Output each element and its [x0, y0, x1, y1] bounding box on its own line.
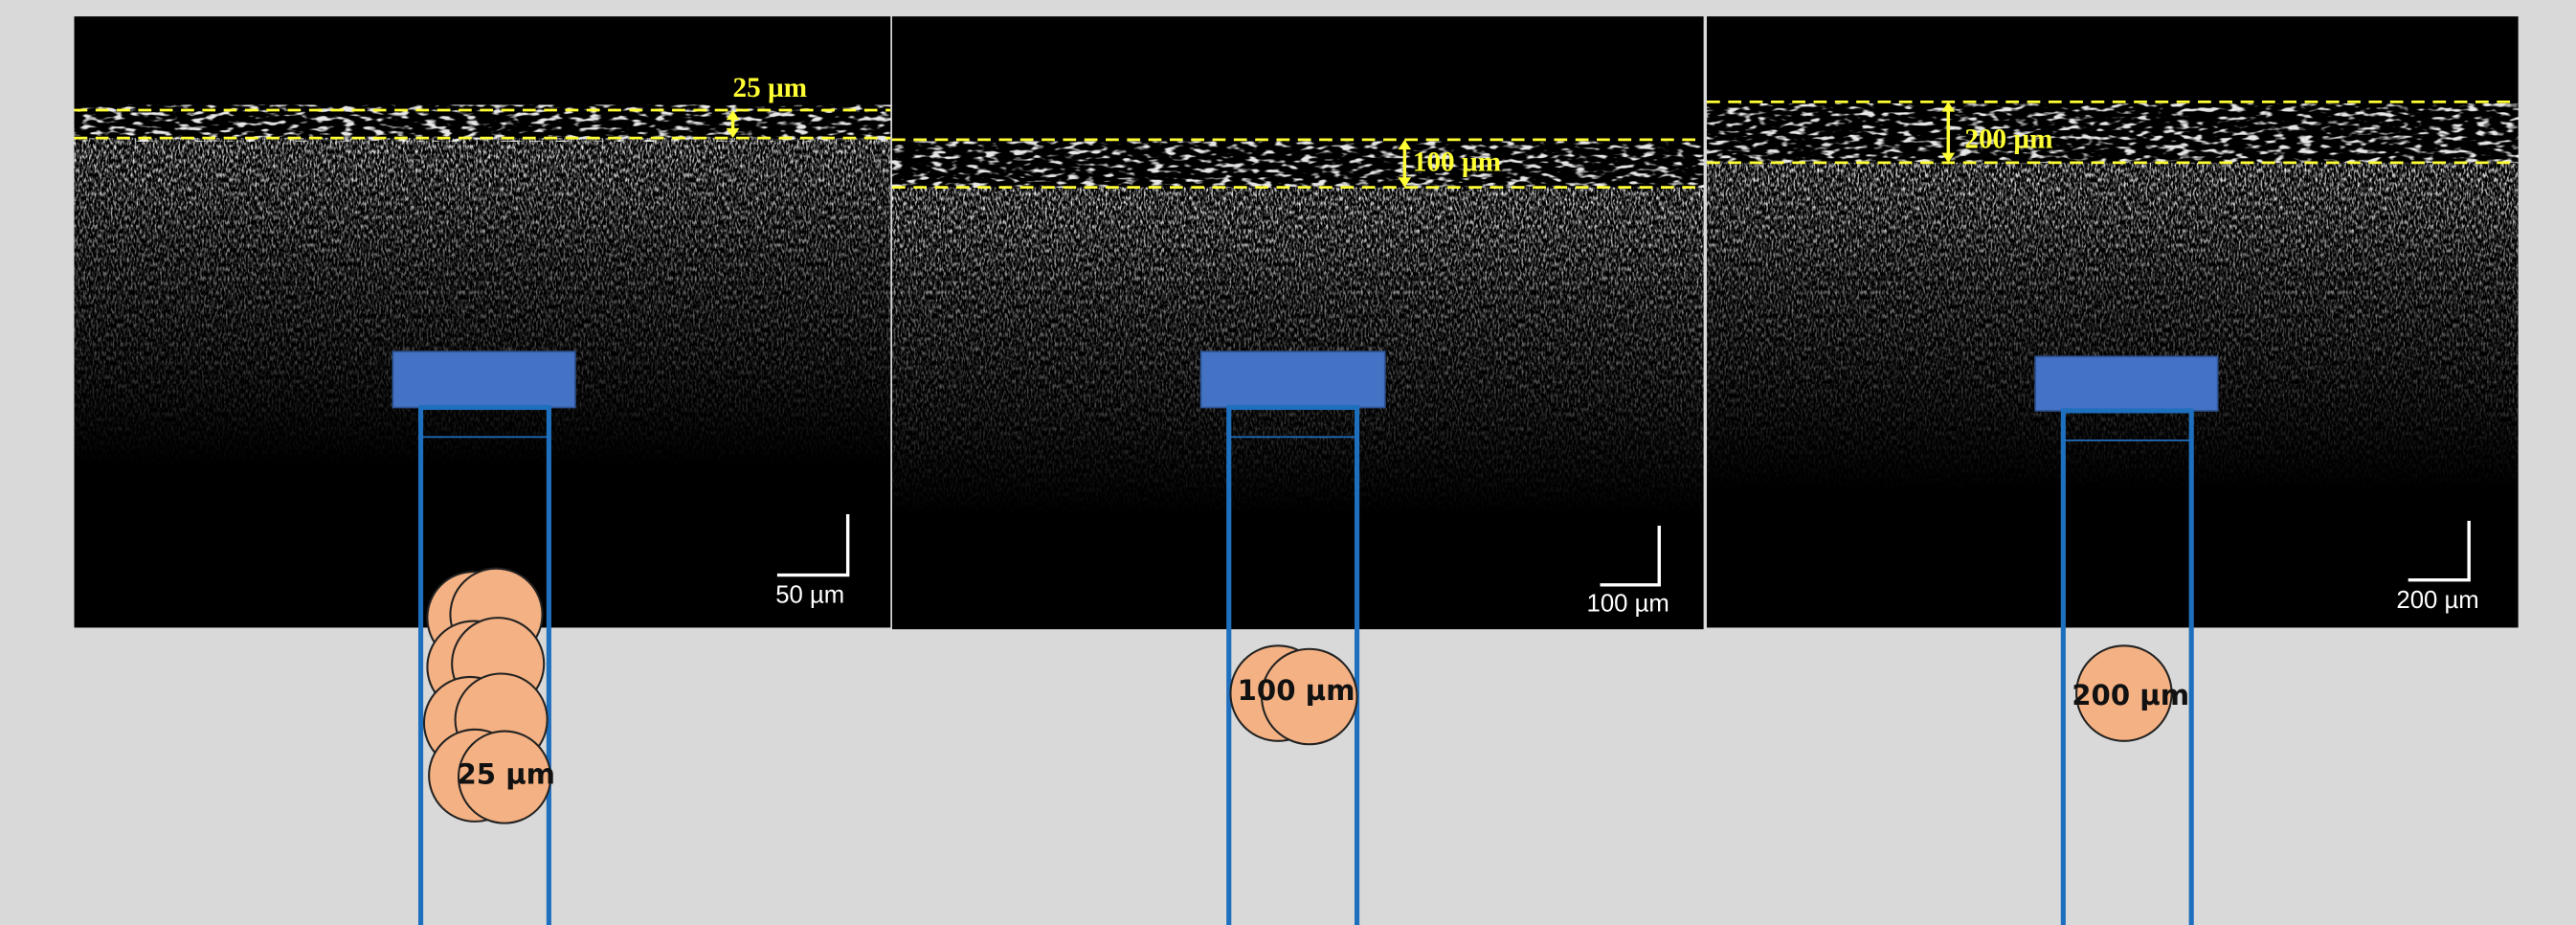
scale-label: 100 µm [1587, 590, 1669, 617]
particle-label: 200 µm [2072, 679, 2189, 711]
scale-label: 50 µm [775, 582, 844, 609]
oct-panel: 200 µm 200 µm [1707, 16, 2519, 627]
particle-tube: 25 µm [392, 351, 574, 925]
figure: 25 µm 50 µm 100 µm 100 µm 200 µm 200 µm [0, 0, 2576, 925]
oct-panel: 100 µm 100 µm [892, 16, 1704, 629]
oct-panel: 25 µm 50 µm [75, 16, 891, 627]
particle-label: 25 µm [457, 757, 555, 790]
layer-label: 200 µm [1964, 124, 2052, 154]
particle-label: 100 µm [1238, 674, 1355, 707]
particle-tube: 100 µm [1201, 351, 1385, 925]
layer-label: 25 µm [733, 73, 808, 103]
layer-label: 100 µm [1413, 147, 1501, 177]
scale-label: 200 µm [2396, 587, 2478, 614]
